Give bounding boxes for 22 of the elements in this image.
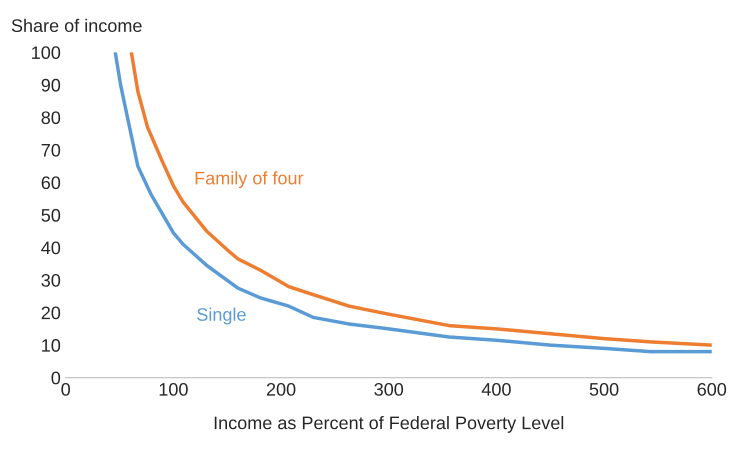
y-tick-label: 70 [42,144,60,157]
x-axis-title: Income as Percent of Federal Poverty Level [214,416,564,433]
x-tick-label: 600 [698,382,726,396]
series-label: Single [197,308,246,324]
y-tick-label: 100 [32,46,60,60]
y-tick-label: 0 [52,372,60,384]
x-tick-label: 200 [266,382,296,396]
x-tick-label: 400 [482,382,511,396]
y-tick-label: 20 [42,306,60,320]
y-tick-label: 50 [41,208,60,222]
y-tick-label: 10 [42,339,60,352]
y-axis-title: Share of income [12,18,142,32]
x-tick-label: 300 [374,382,404,396]
y-tick-label: 30 [41,274,60,287]
x-tick-label: 500 [590,382,618,396]
x-tick-label: 0 [61,382,70,396]
x-tick-label: 100 [160,382,188,396]
y-tick-label: 60 [42,176,60,190]
y-tick-label: 40 [41,241,60,254]
y-tick-label: 80 [42,111,60,124]
y-tick-label: 90 [42,78,60,92]
series-label: Family of four [196,171,304,188]
